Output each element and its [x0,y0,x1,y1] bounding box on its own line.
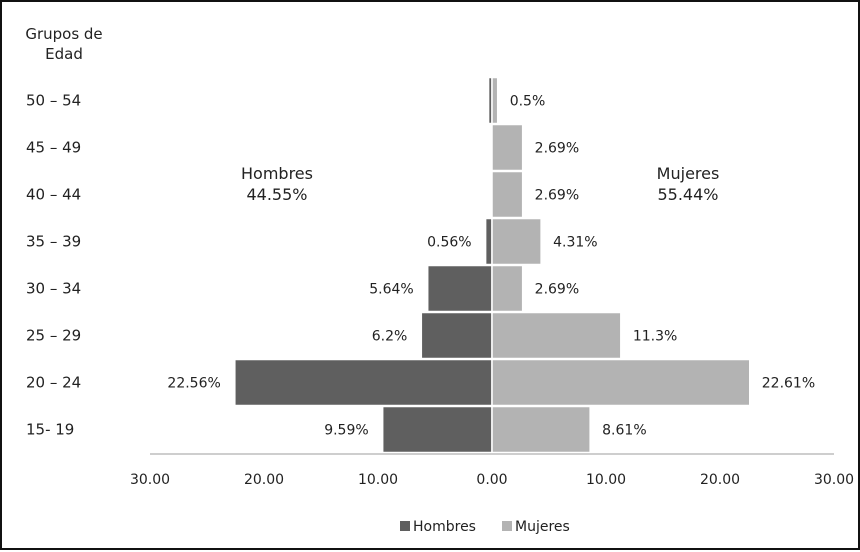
bar-mujeres [491,358,751,407]
bar-hombres [381,405,493,454]
age-group-label: 20 – 24 [26,374,81,392]
legend-label-mujeres: Mujeres [515,519,570,535]
data-label-mujeres: 22.61% [762,376,815,392]
bar-mujeres [491,76,499,125]
y-title-line1: Grupos de [25,25,102,43]
data-label-hombres: 5.64% [369,282,413,298]
data-label-mujeres: 2.69% [535,282,579,298]
bar-mujeres [491,123,524,172]
x-tick-label: 10.00 [586,472,626,488]
x-tick-label: 10.00 [358,472,398,488]
annotation-mujeres-title: Mujeres [657,164,720,183]
bar-hombres [234,358,493,407]
bar-hombres [420,311,493,360]
age-group-label: 50 – 54 [26,92,81,110]
data-label-mujeres: 11.3% [633,329,677,345]
data-label-mujeres: 2.69% [535,141,579,157]
data-label-hombres: 22.56% [167,376,220,392]
legend-swatch-mujeres [502,521,512,531]
bar-mujeres [491,405,591,454]
annotation-mujeres-percent: 55.44% [657,185,718,204]
age-group-label: 45 – 49 [26,139,81,157]
y-title-line2: Edad [45,45,83,63]
x-tick-label: 30.00 [814,472,854,488]
annotation-hombres-percent: 44.55% [246,185,307,204]
data-labels: 0.5% 2.69% 2.69% 0.56% 4.31% 5.64% 2.69% 6.2% 11… [167,94,815,439]
data-label-hombres: 6.2% [372,329,408,345]
bars [234,76,751,454]
annotation-hombres-title: Hombres [241,164,313,183]
bar-hombres [426,264,493,313]
x-tick-label: 20.00 [244,472,284,488]
bar-hombres [484,217,493,266]
age-group-labels: 50 – 54 45 – 49 40 – 44 35 – 39 30 – 34 25 – … [26,92,81,439]
data-label-mujeres: 4.31% [553,235,597,251]
age-group-label: 40 – 44 [26,186,81,204]
x-tick-label: 20.00 [700,472,740,488]
age-group-label: 15- 19 [26,421,74,439]
data-label-mujeres: 8.61% [602,423,646,439]
data-label-mujeres: 2.69% [535,188,579,204]
data-label-mujeres: 0.5% [510,94,546,110]
bar-mujeres [491,170,524,219]
x-tick-label: 30.00 [130,472,170,488]
age-group-label: 35 – 39 [26,233,81,251]
x-tick-label: 0.00 [476,472,507,488]
legend: Hombres Mujeres [400,519,570,535]
legend-swatch-hombres [400,521,410,531]
bar-mujeres [491,264,524,313]
age-group-label: 30 – 34 [26,280,81,298]
data-label-hombres: 9.59% [324,423,368,439]
data-label-hombres: 0.56% [427,235,471,251]
legend-label-hombres: Hombres [413,519,476,535]
bar-mujeres [491,311,622,360]
age-group-label: 25 – 29 [26,327,81,345]
bar-mujeres [491,217,542,266]
